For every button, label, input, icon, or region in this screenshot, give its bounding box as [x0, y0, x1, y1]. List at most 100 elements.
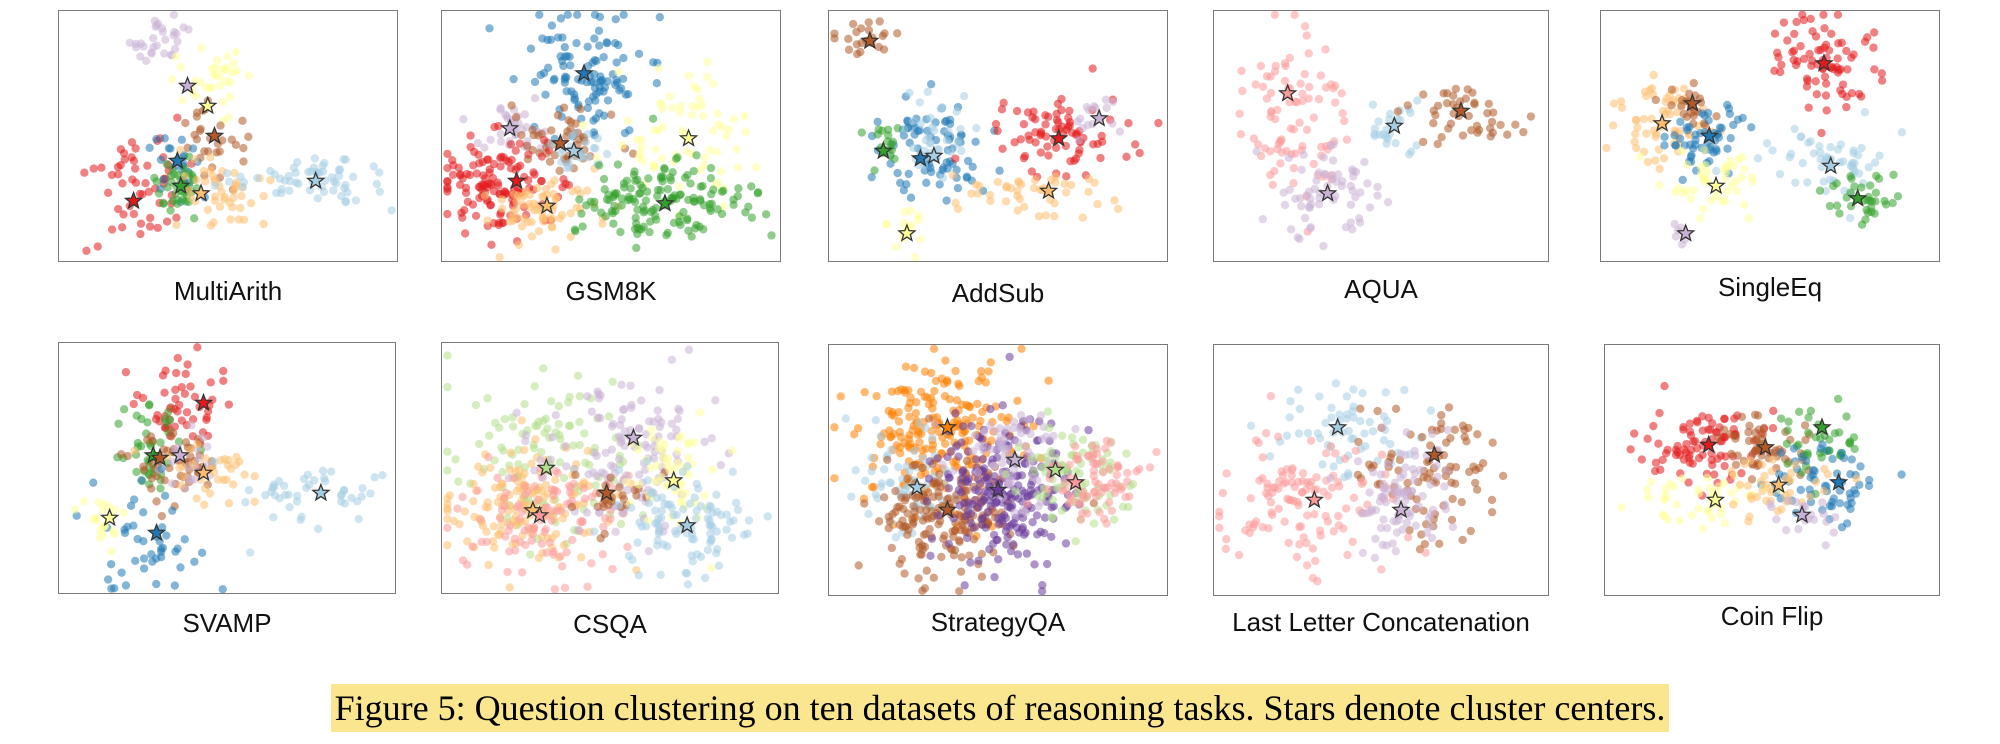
data-point: [119, 210, 128, 219]
data-point: [894, 463, 903, 472]
data-point: [1658, 455, 1667, 465]
data-point: [593, 387, 602, 396]
data-point: [607, 445, 617, 454]
data-point: [71, 505, 80, 514]
data-point: [1029, 422, 1038, 431]
data-point: [443, 149, 452, 159]
data-point: [830, 34, 839, 43]
data-point: [520, 526, 529, 535]
data-point: [929, 573, 938, 582]
data-point: [1125, 492, 1134, 501]
data-point: [1067, 433, 1077, 442]
data-point: [594, 394, 604, 403]
data-point: [366, 489, 375, 498]
data-point: [180, 389, 190, 398]
data-point: [1418, 491, 1427, 501]
data-point: [158, 27, 168, 36]
data-point: [1461, 94, 1470, 103]
data-point: [925, 457, 935, 466]
data-point: [1855, 89, 1864, 99]
data-point: [171, 52, 180, 61]
data-point: [910, 446, 919, 456]
data-point: [1046, 447, 1056, 456]
data-point: [611, 80, 620, 90]
data-point: [904, 169, 913, 179]
data-point: [334, 165, 344, 175]
cluster-center-star: [123, 190, 144, 210]
data-point: [1297, 165, 1306, 174]
data-point: [487, 240, 496, 249]
data-point: [171, 394, 180, 404]
data-point: [601, 448, 610, 457]
data-point: [1302, 539, 1311, 548]
data-point: [576, 104, 585, 114]
data-point: [166, 206, 175, 215]
data-point: [911, 253, 920, 261]
data-point: [171, 385, 180, 394]
data-point: [617, 201, 626, 210]
data-point: [763, 512, 772, 521]
data-point: [471, 211, 481, 221]
data-point: [1488, 438, 1497, 447]
data-point: [1261, 429, 1271, 438]
data-point: [1853, 151, 1863, 160]
data-point: [1719, 425, 1729, 434]
data-point: [767, 231, 776, 240]
data-point: [1679, 84, 1689, 93]
data-point: [1677, 146, 1687, 156]
cluster-center-star: [1384, 115, 1405, 135]
data-point: [733, 505, 743, 515]
cluster-center-star: [500, 118, 520, 137]
data-point: [158, 543, 168, 553]
data-point: [1680, 445, 1689, 454]
data-point: [1329, 527, 1338, 536]
data-point: [1655, 180, 1664, 190]
data-point: [1707, 196, 1716, 205]
data-point: [178, 96, 187, 105]
data-point: [1626, 445, 1635, 454]
data-point: [585, 460, 594, 470]
data-point: [1893, 192, 1903, 201]
data-point: [461, 188, 471, 198]
data-point: [1356, 417, 1365, 426]
data-point: [914, 492, 923, 501]
data-point: [997, 512, 1007, 522]
data-point: [893, 168, 902, 178]
data-point: [999, 98, 1008, 107]
data-point: [1400, 385, 1409, 395]
scatter-panel-2: [441, 10, 781, 262]
data-point: [539, 364, 548, 373]
data-point: [1282, 431, 1292, 440]
data-point: [916, 550, 925, 559]
data-point: [1020, 151, 1030, 161]
data-point: [224, 499, 234, 508]
data-point: [1469, 462, 1478, 471]
data-point: [1405, 150, 1414, 159]
scatter-plot: [443, 11, 776, 261]
data-point: [1639, 114, 1649, 124]
data-point: [1295, 118, 1304, 127]
data-point: [652, 493, 661, 503]
data-point: [173, 113, 182, 122]
points-layer: [1235, 11, 1536, 251]
data-point: [512, 408, 521, 418]
data-point: [734, 184, 743, 193]
data-point: [1052, 109, 1061, 119]
data-point: [129, 495, 139, 504]
data-point: [685, 499, 695, 508]
data-point: [1783, 459, 1792, 468]
data-point: [984, 367, 993, 376]
data-point: [860, 387, 869, 397]
data-point: [1785, 153, 1794, 162]
data-point: [619, 11, 628, 19]
data-point: [280, 490, 290, 500]
data-point: [867, 467, 876, 476]
data-point: [616, 227, 625, 237]
data-point: [506, 164, 516, 173]
data-point: [520, 399, 529, 409]
cluster-center-star: [1038, 180, 1059, 200]
data-point: [700, 437, 709, 447]
data-point: [700, 491, 709, 500]
panel-title: MultiArith: [173, 276, 283, 306]
figure-caption: Figure 5: Question clustering on ten dat…: [330, 684, 1670, 732]
